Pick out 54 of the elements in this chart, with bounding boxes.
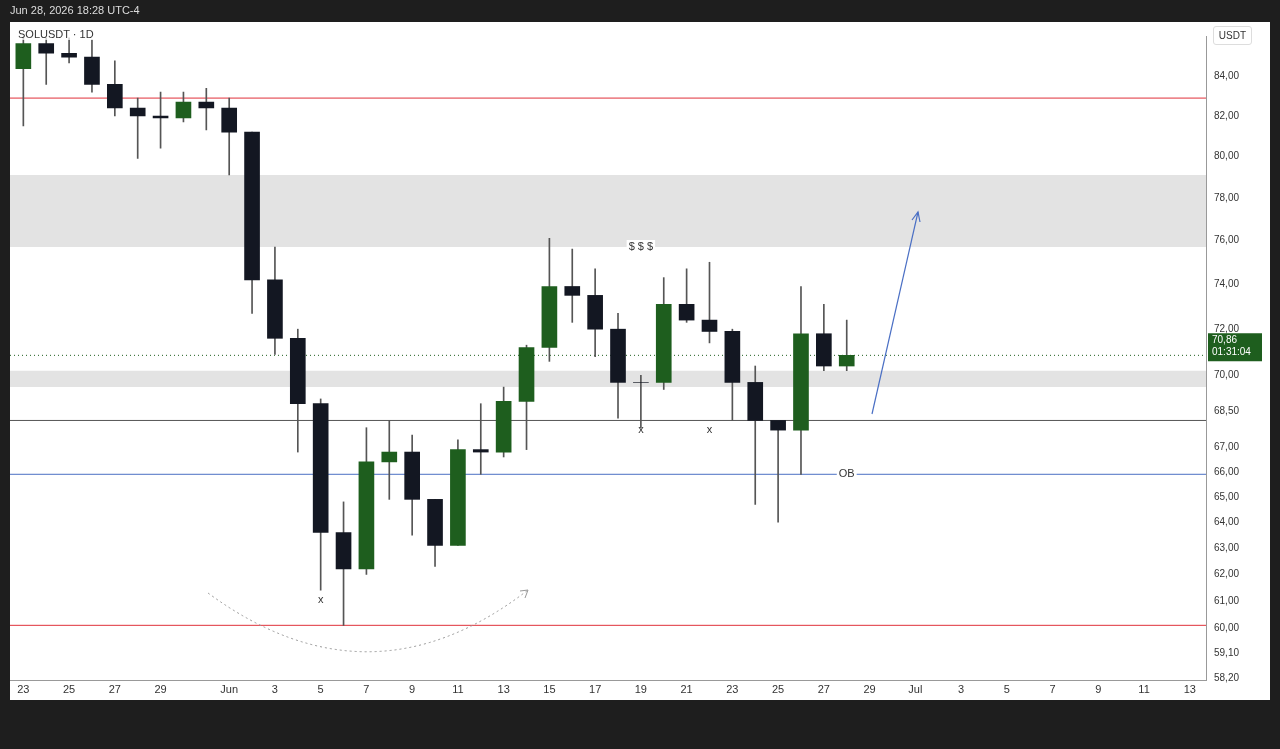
- chart-title: SOLUSDT · 1D: [18, 28, 94, 40]
- x-tick-label: 3: [271, 683, 278, 696]
- annotation: $ $ $: [628, 240, 654, 253]
- x-tick-label: Jun: [220, 683, 239, 696]
- y-tick-label: 58,20: [1214, 671, 1240, 683]
- chart-subtitle: Jun 28, 2026 18:28 UTC-4: [10, 4, 140, 16]
- annotation: OB: [838, 467, 855, 480]
- x-tick-label: 13: [1183, 683, 1196, 696]
- x-tick-label: Jul: [908, 683, 923, 696]
- y-tick-label: 74,00: [1214, 278, 1240, 290]
- x-tick-label: 21: [680, 683, 693, 696]
- x-tick-label: 25: [771, 683, 785, 696]
- x-tick-label: 17: [589, 683, 602, 696]
- x-tick-label: 3: [958, 683, 965, 696]
- y-tick-label: 78,00: [1214, 191, 1240, 203]
- x-tick-label: 15: [543, 683, 556, 696]
- y-tick-label: 66,00: [1214, 465, 1240, 477]
- y-tick-label: 76,00: [1214, 234, 1240, 246]
- ref-line-label: 70,86 01:31:04: [1212, 334, 1252, 358]
- y-tick-label: 61,00: [1214, 594, 1240, 606]
- x-tick-label: 25: [62, 683, 76, 696]
- y-tick-label: 59,10: [1214, 646, 1240, 658]
- x-tick-label: 11: [452, 683, 464, 696]
- y-tick-label: 68,50: [1214, 404, 1240, 416]
- x-tick-label: 5: [1003, 683, 1010, 696]
- x-tick-label: 11: [1138, 683, 1150, 696]
- y-tick-label: 84,00: [1214, 70, 1240, 82]
- x-tick-label: 9: [409, 683, 416, 696]
- x-tick-label: 7: [1049, 683, 1056, 696]
- y-tick-label: 82,00: [1214, 109, 1240, 121]
- y-tick-label: 72,00: [1214, 322, 1240, 334]
- y-tick-label: 62,00: [1214, 568, 1240, 580]
- x-tick-label: 19: [634, 683, 647, 696]
- x-tick-label: 29: [154, 683, 167, 696]
- annotation: x: [706, 423, 713, 436]
- x-tick-label: 13: [497, 683, 510, 696]
- x-tick-label: 23: [17, 683, 30, 696]
- y-tick-label: 63,00: [1214, 541, 1240, 553]
- y-tick-label: 70,00: [1214, 369, 1240, 381]
- x-tick-label: 7: [363, 683, 370, 696]
- x-tick-label: 27: [817, 683, 830, 696]
- annotation: x: [638, 423, 645, 436]
- y-tick-label: 64,00: [1214, 516, 1240, 527]
- y-tick-label: 67,00: [1214, 440, 1240, 452]
- x-tick-label: 29: [863, 683, 876, 696]
- y-tick-label: 60,00: [1214, 621, 1240, 633]
- x-tick-label: 9: [1095, 683, 1102, 696]
- x-tick-label: 23: [726, 683, 739, 696]
- y-tick-label: 80,00: [1214, 150, 1240, 162]
- x-tick-label: 5: [317, 683, 324, 696]
- x-tick-label: 27: [108, 683, 121, 696]
- annotation: x: [317, 593, 324, 606]
- y-tick-label: 65,00: [1214, 490, 1240, 502]
- y-axis-title: USDT: [1212, 26, 1252, 45]
